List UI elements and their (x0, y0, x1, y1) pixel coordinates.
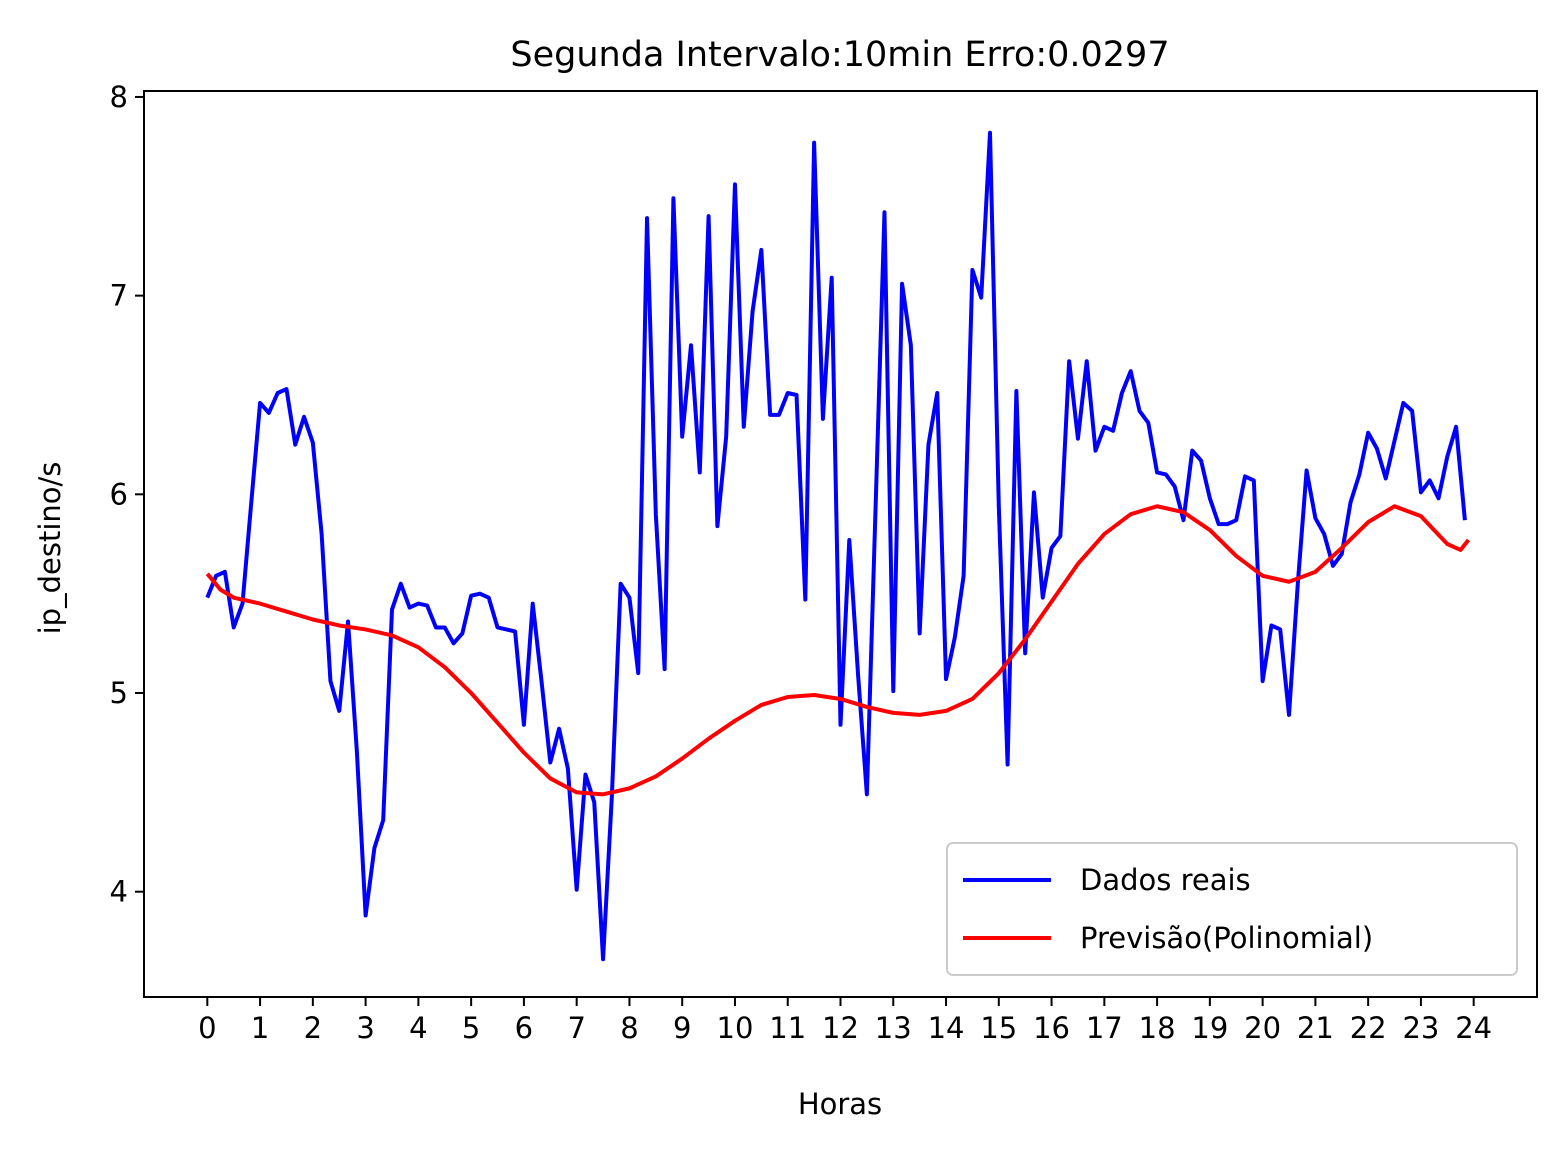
x-tick-label: 22 (1350, 1011, 1387, 1045)
x-tick-label: 12 (822, 1011, 859, 1045)
y-tick-label: 7 (110, 279, 128, 313)
legend-box (946, 842, 1518, 976)
x-tick-label: 21 (1297, 1011, 1334, 1045)
y-tick-label: 4 (110, 875, 128, 909)
x-tick-label: 15 (980, 1011, 1017, 1045)
y-axis-title: ip_destino/s (33, 462, 67, 635)
x-tick-label: 24 (1455, 1011, 1492, 1045)
y-tick-label: 5 (110, 676, 128, 710)
chart-title: Segunda Intervalo:10min Erro:0.0297 (510, 35, 1169, 75)
series-line-previsao (205, 504, 1470, 797)
x-tick-label: 7 (567, 1011, 585, 1045)
x-tick-label: 20 (1244, 1011, 1281, 1045)
x-tick-label: 16 (1033, 1011, 1070, 1045)
x-tick-label: 1 (251, 1011, 269, 1045)
series-line-dados-reais (205, 130, 1467, 962)
x-tick-label: 19 (1191, 1011, 1228, 1045)
x-tick-label: 0 (198, 1011, 216, 1045)
x-tick-label: 9 (673, 1011, 691, 1045)
legend-label: Previsão(Polinomial) (1080, 921, 1373, 955)
plot-area: 0 1 2 3 4 5 6 7 8 9 10 11 12 13 14 15 16 17 18 19 20 21 22 23 24… (110, 80, 1538, 1045)
x-tick-label: 2 (304, 1011, 322, 1045)
x-tick-label: 8 (620, 1011, 638, 1045)
x-tick-label: 4 (409, 1011, 427, 1045)
x-tick-label: 17 (1086, 1011, 1123, 1045)
x-tick-label: 13 (875, 1011, 912, 1045)
y-tick-label: 6 (110, 477, 128, 511)
x-tick-label: 11 (769, 1011, 806, 1045)
y-tick-label: 8 (110, 80, 128, 114)
x-tick-label: 5 (462, 1011, 480, 1045)
x-axis-title: Horas (798, 1087, 882, 1121)
x-tick-label: 10 (717, 1011, 754, 1045)
x-tick-label: 3 (356, 1011, 374, 1045)
x-tick-label: 18 (1139, 1011, 1176, 1045)
x-tick-label: 23 (1402, 1011, 1439, 1045)
legend: Dados reais Previsão(Polinomial) (946, 842, 1518, 976)
x-tick-label: 14 (928, 1011, 965, 1045)
x-tick-label: 6 (515, 1011, 533, 1045)
legend-label: Dados reais (1080, 863, 1251, 897)
